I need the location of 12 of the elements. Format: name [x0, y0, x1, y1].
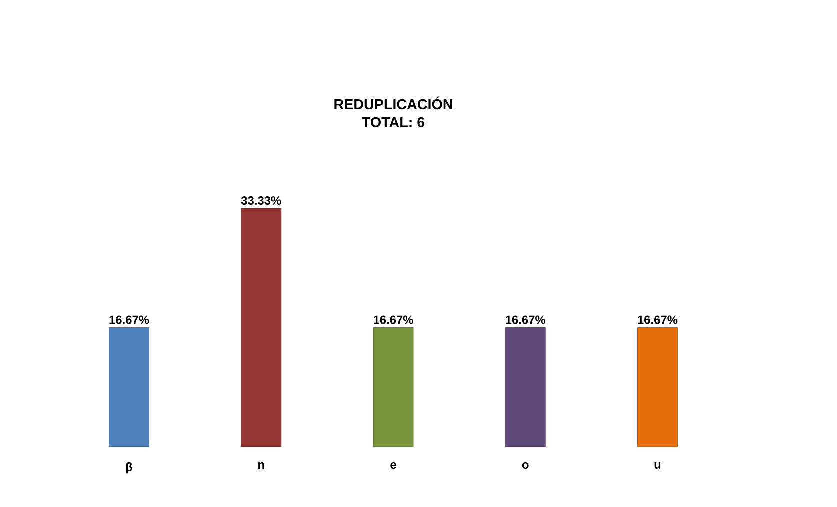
- x-tick-label: e: [390, 462, 396, 470]
- chart-title: REDUPLICACIÓN: [334, 96, 452, 110]
- data-label: 16.67%: [638, 316, 678, 324]
- data-label: 16.67%: [110, 316, 150, 324]
- x-tick-label: u: [654, 462, 661, 469]
- data-label: 16.67%: [374, 316, 414, 324]
- x-tick-label: n: [258, 462, 264, 469]
- data-label: 33.33%: [241, 196, 282, 206]
- data-label: 16.67%: [506, 316, 546, 324]
- x-tick-label: β: [126, 462, 133, 474]
- x-tick-label: o: [522, 462, 529, 470]
- chart-subtitle: TOTAL: 6: [362, 117, 425, 128]
